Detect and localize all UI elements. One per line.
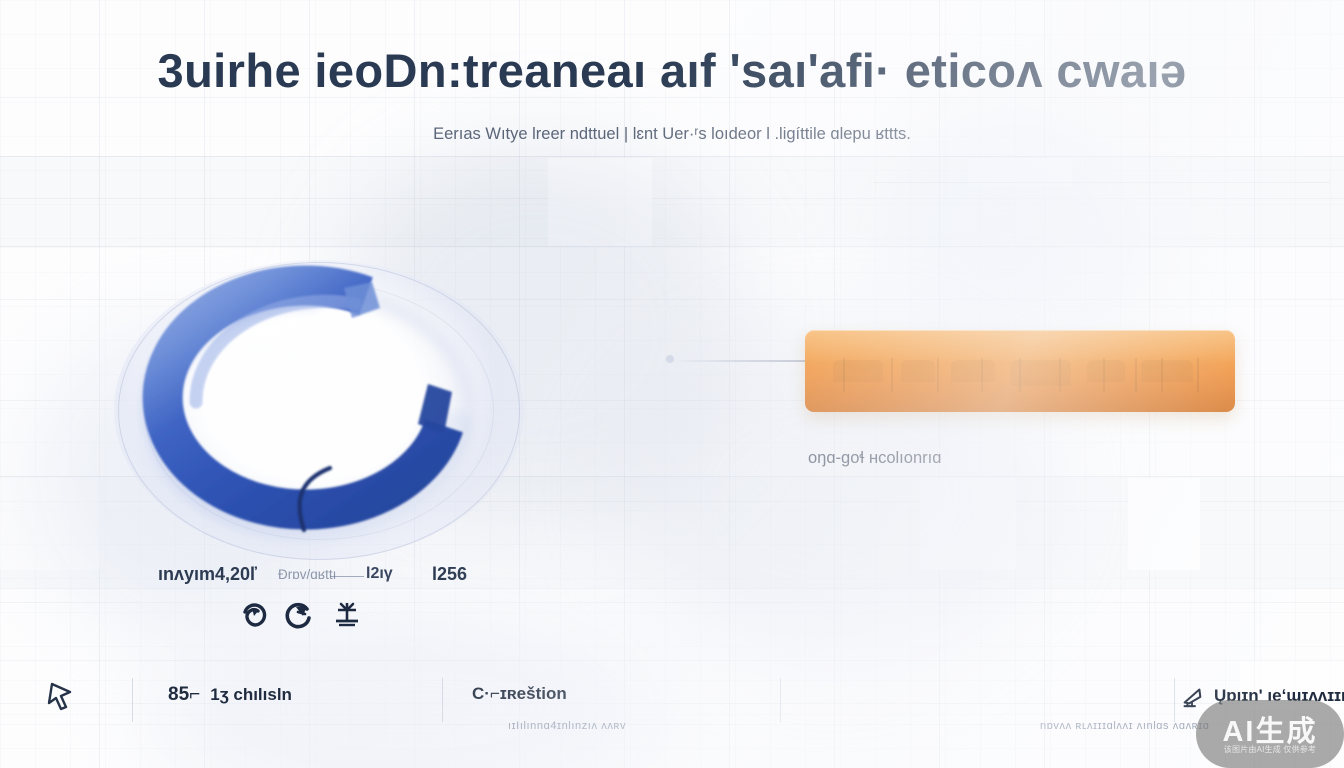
- metric-dash: [330, 576, 364, 578]
- grid-cell-highlight: [1128, 478, 1200, 570]
- orange-bar-caption: oŋɑ-goɬ ʜcolıonrıɑ: [808, 449, 942, 467]
- connector-line: [672, 360, 810, 362]
- swirl-badge-icon[interactable]: [238, 598, 272, 632]
- grid-cell-highlight: [548, 158, 652, 246]
- divider-line: [874, 182, 1330, 183]
- watermark-text: AI生成: [1222, 716, 1318, 748]
- background-band-top: [0, 156, 1344, 248]
- page-title: 3uirhe ieоDn:treaneaı aıf 'saı'afi· etic…: [157, 44, 1187, 97]
- page-header: 3uirhe ieоDn:treaneaı aıf 'saı'afi· etic…: [0, 0, 1344, 156]
- metric-secondary: l2ıγ: [366, 565, 393, 582]
- circular-progress-gauge[interactable]: [104, 252, 534, 570]
- bottom-stat-count-number: 85⌐: [168, 684, 201, 705]
- grid-cell-highlight: [0, 478, 100, 570]
- bottom-stat-action[interactable]: C·⌐ɪʀeštion: [472, 684, 567, 704]
- orange-progress-bar[interactable]: [805, 330, 1235, 412]
- orange-bar-notch: [951, 360, 995, 382]
- orange-bar-notch: [833, 360, 883, 382]
- gauge-arc-svg: [141, 265, 477, 541]
- divider-line: [0, 156, 1344, 157]
- swirl-arrow-icon[interactable]: [282, 598, 316, 632]
- divider-line: [0, 660, 1344, 661]
- grid-cell-highlight: [920, 478, 1016, 570]
- bottom-bar-divider: [780, 678, 781, 722]
- metric-primary: ınʌyım4,20ľ: [158, 564, 257, 584]
- bottom-bar-divider: [442, 678, 443, 722]
- orange-bar-notch: [901, 360, 935, 382]
- bottom-bar-divider: [132, 678, 133, 722]
- metric-caption: Ðrɒv/ɑʁttı: [278, 567, 337, 582]
- cursor-arrow-icon[interactable]: [40, 676, 80, 716]
- bottom-bar: 85⌐ 1ʒ chılısln C·⌐ɪʀeštion ıɪIılınnɑ4ɪn…: [40, 676, 1344, 732]
- bottom-bar-divider: [1174, 678, 1175, 722]
- icon-trio: [238, 598, 378, 632]
- metric-tertiary: l256: [432, 564, 468, 584]
- orange-bar-notch: [1141, 360, 1193, 382]
- bottom-stat-action-sub: ıɪIılınnɑ4ɪnlınzıʌ ʌʌʀv: [508, 720, 627, 732]
- bottom-stat-count-label: 1ʒ chılısln: [210, 685, 292, 704]
- bottom-stat-link-sub: nɒvʌʌ ʀʟʌɪɪɪɑlʌʌɪ ʌınlɑs ʌɑʌʀɪɑ: [1040, 720, 1210, 732]
- flag-pennant-icon: [1180, 684, 1204, 708]
- ai-generated-watermark: AI生成 该图片由AI生成 仅供参考: [1196, 700, 1344, 768]
- watermark-subtext: 该图片由AI生成 仅供参考: [1223, 745, 1317, 754]
- orange-bar-notch: [1087, 360, 1125, 382]
- divider-line: [0, 246, 1344, 247]
- bottom-stat-action-label: C·⌐ɪʀeštion: [472, 684, 567, 703]
- connector-dot: [666, 355, 674, 363]
- bottom-stat-count[interactable]: 85⌐ 1ʒ chılısln: [168, 684, 292, 706]
- page-subtitle: Eerıas Wıtye lreer ndttuel | lɛnt Uer·ʳs…: [433, 125, 911, 143]
- metrics-row: ınʌyım4,20ľ Ðrɒv/ɑʁttı l2ıγ l256: [150, 564, 570, 594]
- scale-balance-icon[interactable]: [330, 598, 364, 632]
